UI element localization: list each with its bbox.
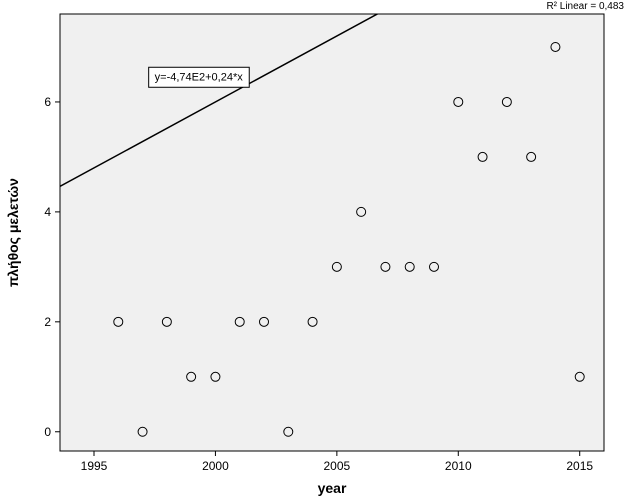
scatter-plot: 1995 2000 2005 2010 2015 0 2 4 6 year πλήθος μελετ… [0,0,626,501]
x-tick-label: 2000 [202,459,229,473]
y-tick-label: 6 [44,95,51,109]
x-tick-label: 2010 [445,459,472,473]
y-tick-label: 2 [44,315,51,329]
r-squared-label: R² Linear = 0,483 [546,2,624,12]
y-tick-label: 0 [44,425,51,439]
chart-container: R² Linear = 0,483 1995 2000 2005 2010 2015 0 2… [0,0,626,501]
equation-text: y=-4,74E2+0,24*x [155,71,244,83]
x-tick-label: 2015 [566,459,593,473]
x-axis-label: year [318,480,347,496]
y-axis-label: πλήθος μελετών [5,178,21,287]
y-tick-label: 4 [44,205,51,219]
x-tick-label: 2005 [324,459,351,473]
plot-area [60,14,604,451]
x-tick-label: 1995 [81,459,108,473]
